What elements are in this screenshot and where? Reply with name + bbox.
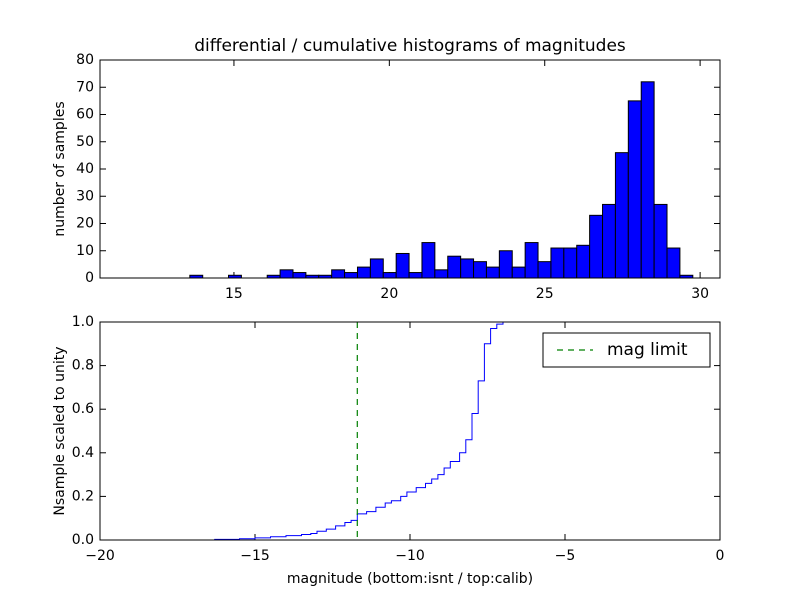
histogram-bar [602, 203, 616, 279]
x-tick-label: 30 [691, 286, 709, 302]
histogram-bar [485, 266, 500, 279]
axes-frame [99, 321, 721, 541]
x-tick-label: −5 [555, 548, 576, 564]
histogram-bar [369, 258, 384, 279]
histogram-bar [550, 247, 565, 279]
histogram-bar [331, 269, 346, 279]
histogram-bar [408, 272, 423, 279]
histogram-bar [395, 252, 410, 279]
y-tick-label: 10 [76, 243, 94, 259]
y-tick-label: 40 [76, 161, 94, 177]
x-tick-label: −10 [395, 548, 425, 564]
histogram-bar [614, 152, 629, 279]
histogram-bar [292, 272, 307, 279]
histogram-bar [524, 242, 539, 279]
histogram-bar [447, 255, 462, 279]
histogram-bar [460, 258, 475, 279]
histogram-bar [511, 266, 526, 279]
y-axis-label: Nsample scaled to unity [52, 346, 68, 515]
histogram-bar [279, 269, 294, 279]
x-tick-label: 15 [225, 286, 243, 302]
cumulative-line [100, 321, 720, 541]
y-tick-label: 0.2 [72, 488, 94, 504]
x-tick-label: −15 [240, 548, 270, 564]
y-tick-label: 0.8 [72, 358, 94, 374]
histogram-bar [537, 261, 552, 279]
legend-label: mag limit [607, 340, 688, 360]
histogram-bar [653, 203, 668, 279]
y-tick-label: 0 [85, 270, 94, 286]
y-tick-label: 50 [76, 134, 94, 150]
y-tick-label: 80 [76, 52, 94, 68]
histogram-bar [563, 247, 578, 279]
histogram-bar [640, 81, 655, 279]
y-axis-label: number of samples [52, 101, 68, 236]
y-tick-label: 20 [76, 216, 94, 232]
y-tick-label: 0.4 [72, 445, 94, 461]
y-tick-label: 0.6 [72, 401, 94, 417]
histogram-bar [576, 244, 591, 279]
histogram-bar [382, 272, 397, 279]
histogram-bar [473, 261, 487, 279]
histogram-bar [498, 250, 513, 279]
histogram-bar [421, 242, 436, 279]
histogram-bar [666, 247, 681, 279]
y-tick-label: 60 [76, 107, 94, 123]
x-tick-label: 0 [716, 548, 725, 564]
histogram-bar [356, 266, 371, 279]
histogram-bar [434, 269, 449, 279]
histogram-bar [344, 272, 358, 279]
y-tick-label: 70 [76, 79, 94, 95]
axes-frame [99, 59, 721, 279]
y-tick-label: 1.0 [72, 314, 94, 330]
chart-title: differential / cumulative histograms of … [194, 36, 626, 56]
histogram-bar [589, 214, 604, 279]
x-tick-label: −20 [85, 548, 115, 564]
x-tick-label: 20 [380, 286, 398, 302]
y-tick-label: 30 [76, 188, 94, 204]
histogram-bar [627, 100, 642, 279]
y-tick-label: 0.0 [72, 532, 94, 548]
x-tick-label: 25 [536, 286, 554, 302]
x-axis-label: magnitude (bottom:isnt / top:calib) [287, 571, 533, 587]
